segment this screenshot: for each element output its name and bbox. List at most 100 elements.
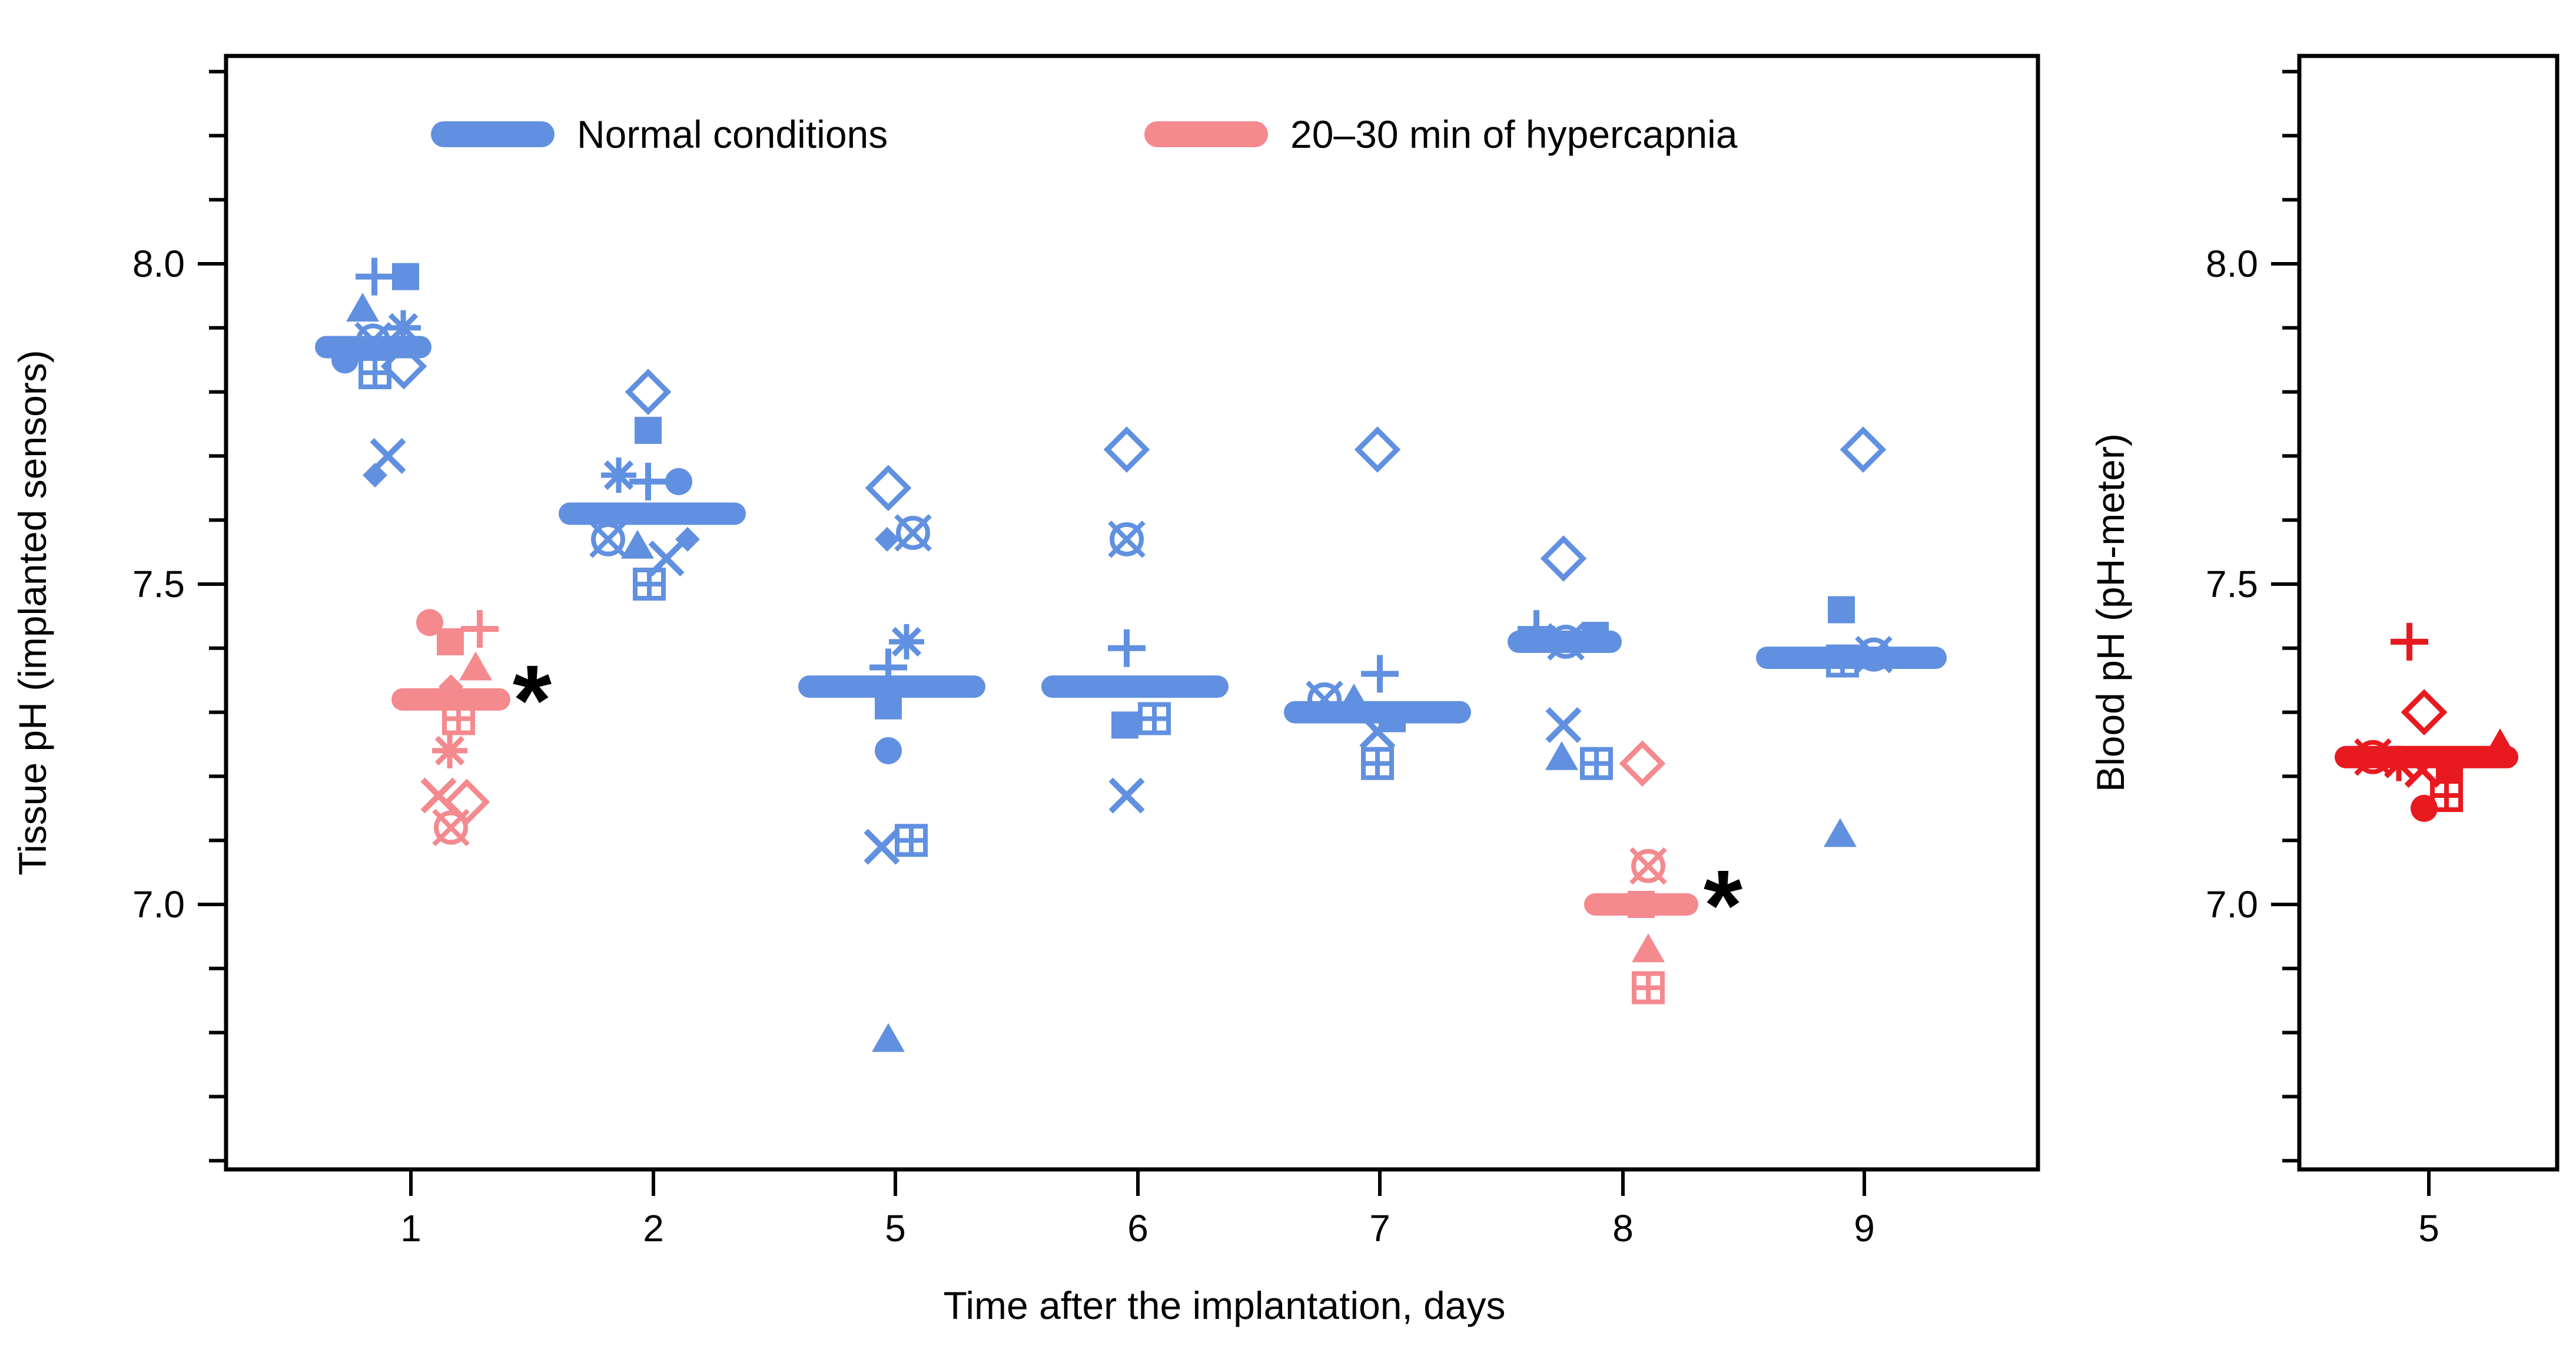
blood-y-axis-title: Blood pH (pH-meter) xyxy=(2089,433,2132,792)
tissue-point-day6-circle_x-normal-shape xyxy=(1108,521,1146,558)
tissue-point-day5-square-normal-shape xyxy=(875,692,902,720)
tissue-point-day8-triangle-hypercapnia_tissue-shape xyxy=(1632,933,1665,963)
tissue-panel-frame xyxy=(224,54,2040,1172)
tissue-point-day2-asterisk-normal xyxy=(601,458,636,493)
tissue-x-tick-label-8: 8 xyxy=(1612,1207,1634,1249)
tissue-point-day5-asterisk-normal xyxy=(889,624,924,659)
tissue-point-day6-diamond-normal-shape xyxy=(1103,426,1150,473)
tissue-point-day5-diamond-normal-shape xyxy=(865,465,912,512)
tissue-point-day2-triangle-normal xyxy=(621,529,654,559)
tissue-point-day8-circle_x-hypercapnia_tissue-shape xyxy=(1629,847,1667,885)
blood-x-tick-label-5: 5 xyxy=(2418,1207,2439,1249)
tissue-significance-asterisk-1: * xyxy=(1704,850,1742,962)
tissue-y-axis-title: Tissue pH (implanted sensors) xyxy=(11,350,54,876)
tissue-significance-asterisk-0: * xyxy=(513,645,552,757)
tissue-point-day8-triangle-normal-shape xyxy=(1545,741,1578,770)
tissue-x-tick-label-5: 5 xyxy=(885,1207,906,1249)
tissue-point-day1-square-normal xyxy=(392,263,419,290)
tissue-point-day1-circle_x-normal-shape xyxy=(356,323,390,358)
tissue-point-day5-square-normal xyxy=(875,692,902,720)
blood-point-day5-diamond-hypercapnia_blood xyxy=(2401,689,2448,735)
tissue-point-day2-triangle-normal-shape xyxy=(621,529,654,559)
tissue-point-day1-circle_x-hypercapnia_tissue-shape xyxy=(434,810,468,845)
tissue-point-day1-square-hypercapnia_tissue xyxy=(437,628,464,655)
blood-point-day5-asterisk-hypercapnia_blood xyxy=(2381,745,2416,781)
tissue-point-day8-triangle-normal xyxy=(1545,741,1578,770)
tissue-x-tick-label-2: 2 xyxy=(643,1207,664,1249)
tissue-point-day7-diamond-normal xyxy=(1354,426,1401,473)
tissue-point-day8-circle_x-normal-shape xyxy=(1549,624,1583,659)
legend-label-hypercapnia: 20–30 min of hypercapnia xyxy=(1290,112,1738,156)
blood-point-day5-plus-hypercapnia_blood xyxy=(2391,622,2428,661)
tissue-point-day5-diamond_small-normal xyxy=(875,526,899,552)
tissue-point-day1-triangle-normal-shape xyxy=(346,293,379,322)
tissue-point-day2-square-normal xyxy=(635,416,662,444)
tissue-point-day1-plus-hypercapnia_tissue xyxy=(461,610,499,648)
tissue-x-tick-label-9: 9 xyxy=(1854,1207,1875,1249)
tissue-point-day2-circle_x-normal-shape xyxy=(589,521,627,558)
tissue-y-tick-label-8.0: 8.0 xyxy=(132,243,185,285)
tissue-point-day6-circle_x-normal-shape xyxy=(1110,522,1144,556)
tissue-x-axis-title: Time after the implantation, days xyxy=(943,1284,1505,1327)
tissue-point-day6-plus-normal xyxy=(1108,629,1146,667)
tissue-point-day1-diamond_small-hypercapnia_tissue-shape xyxy=(439,674,463,700)
tissue-point-day7-x-normal xyxy=(1359,713,1396,750)
tissue-point-day8-x-normal xyxy=(1545,707,1582,743)
tissue-point-day7-circle_x-normal-shape xyxy=(1306,681,1343,718)
tissue-point-day1-circle-hypercapnia_tissue-shape xyxy=(416,609,443,637)
tissue-point-day1-diamond-normal-shape xyxy=(380,343,427,390)
blood-y-tick-label-7.0: 7.0 xyxy=(2206,883,2258,926)
blood-point-day5-square-hypercapnia_blood-shape xyxy=(2436,756,2463,784)
tissue-point-day2-asterisk-normal-shape xyxy=(603,460,634,490)
tissue-point-day8-circle_x-hypercapnia_tissue xyxy=(1629,847,1667,885)
tissue-point-day5-diamond-normal xyxy=(865,465,912,512)
tissue-point-day9-square_grid-normal xyxy=(1826,644,1859,678)
tissue-point-day1-triangle-hypercapnia_tissue-shape xyxy=(459,651,492,681)
tissue-point-day5-circle_x-normal xyxy=(894,514,932,552)
tissue-point-day8-diamond-normal xyxy=(1540,535,1587,582)
blood-point-day5-square-hypercapnia_blood xyxy=(2436,756,2463,784)
tissue-point-day2-circle_x-normal xyxy=(589,521,627,558)
blood-point-day5-circle-hypercapnia_blood xyxy=(2411,794,2438,822)
tissue-point-day8-square-hypercapnia_tissue-shape xyxy=(1628,891,1655,918)
tissue-point-day2-circle_x-normal-shape xyxy=(591,522,625,556)
tissue-point-day1-asterisk-normal xyxy=(386,310,421,346)
tissue-point-day1-circle_x-hypercapnia_tissue-shape xyxy=(432,808,470,847)
tissue-point-day1-square-normal-shape xyxy=(392,263,419,290)
tissue-point-day8-square-normal xyxy=(1582,622,1609,649)
tissue-point-day8-diamond-normal-shape xyxy=(1540,535,1587,582)
tissue-point-day1-diamond-normal xyxy=(380,343,427,390)
tissue-point-day1-diamond_small-normal xyxy=(363,463,387,488)
tissue-y-tick-label-7.5: 7.5 xyxy=(132,563,185,605)
blood-point-day5-x-hypercapnia_blood-shape xyxy=(2404,751,2441,788)
tissue-point-day1-asterisk-hypercapnia_tissue xyxy=(432,732,467,768)
blood-point-day5-circle-hypercapnia_blood-shape xyxy=(2411,794,2438,822)
tissue-x-tick-label-6: 6 xyxy=(1127,1207,1148,1249)
tissue-point-day6-x-normal-shape xyxy=(1108,777,1145,814)
tissue-point-day5-x-normal-shape xyxy=(864,828,900,865)
tissue-point-day8-diamond-hypercapnia_tissue xyxy=(1619,740,1666,787)
tissue-point-day5-square_grid-normal xyxy=(895,824,928,857)
tissue-point-day8-plus-normal xyxy=(1518,610,1555,648)
tissue-point-day1-square-hypercapnia_tissue-shape xyxy=(437,628,464,655)
tissue-point-day9-circle_x-normal xyxy=(1855,635,1893,674)
tissue-point-day9-triangle-normal xyxy=(1824,818,1857,847)
tissue-point-day2-plus-normal xyxy=(629,462,667,501)
tissue-point-day8-square_grid-normal xyxy=(1580,747,1613,780)
tissue-point-day1-circle_x-normal xyxy=(354,321,392,360)
tissue-x-tick-label-7: 7 xyxy=(1369,1207,1390,1249)
blood-point-day5-triangle-hypercapnia_blood xyxy=(2484,728,2517,757)
tissue-point-day8-circle_x-normal-shape xyxy=(1547,623,1585,661)
blood-y-tick-label-8.0: 8.0 xyxy=(2206,243,2258,285)
tissue-point-day2-diamond-normal-shape xyxy=(625,369,672,415)
blood-point-day5-square_grid-hypercapnia_blood xyxy=(2430,779,2463,813)
tissue-point-day8-circle_x-normal xyxy=(1547,623,1585,661)
tissue-point-day1-plus-normal xyxy=(356,257,393,296)
tissue-point-day9-diamond-normal xyxy=(1840,426,1887,473)
tissue-point-day2-circle-normal-shape xyxy=(665,468,692,495)
tissue-point-day2-square-normal-shape xyxy=(635,416,662,444)
legend-label-normal: Normal conditions xyxy=(577,112,888,156)
tissue-point-day2-diamond-normal xyxy=(625,369,672,415)
tissue-point-day6-diamond-normal xyxy=(1103,426,1150,473)
